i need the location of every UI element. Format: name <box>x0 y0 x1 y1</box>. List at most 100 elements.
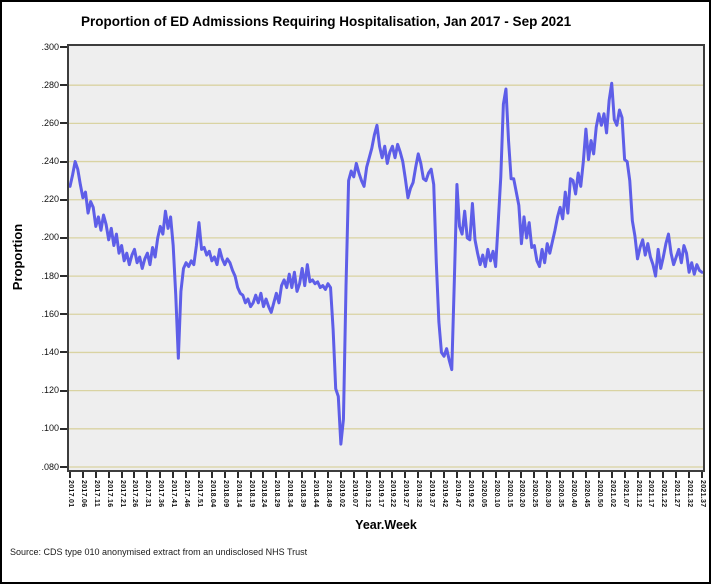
y-tick-mark <box>60 275 67 278</box>
x-axis-tick-label: 2018.14 <box>234 480 242 508</box>
x-axis-tick-label: 2019.22 <box>389 480 397 508</box>
x-tick-mark <box>701 472 703 478</box>
x-tick-mark <box>675 472 678 478</box>
line-chart <box>69 81 703 468</box>
x-tick-mark <box>223 472 226 478</box>
x-tick-mark <box>688 472 691 478</box>
x-axis-tick-label: 2019.07 <box>350 480 358 508</box>
x-tick-mark <box>494 472 497 478</box>
x-axis-tick-label: 2020.15 <box>505 480 513 508</box>
x-tick-mark <box>210 472 213 478</box>
x-tick-mark <box>301 472 304 478</box>
x-axis-title: Year.Week <box>355 518 417 532</box>
x-tick-mark <box>288 472 291 478</box>
y-tick-mark <box>60 427 67 430</box>
x-tick-mark <box>262 472 265 478</box>
x-axis-tick-label: 2020.20 <box>518 480 526 508</box>
y-axis-tick-label: .260 <box>41 117 59 128</box>
y-axis-tick-label: .200 <box>41 232 59 243</box>
x-axis-tick-label: 2021.17 <box>647 480 655 508</box>
x-tick-mark <box>146 472 149 478</box>
y-tick-mark <box>60 198 67 201</box>
x-tick-mark <box>468 472 471 478</box>
x-tick-mark <box>520 472 523 478</box>
x-axis-tick-label: 2020.35 <box>557 480 565 508</box>
x-axis-tick-label: 2019.02 <box>337 480 345 508</box>
y-axis-title: Proportion <box>10 223 25 291</box>
x-tick-mark <box>326 472 329 478</box>
x-tick-mark <box>572 472 575 478</box>
plot-area <box>67 44 705 472</box>
y-tick-mark <box>60 389 67 392</box>
y-axis-tick-label: .180 <box>41 270 59 281</box>
chart-title: Proportion of ED Admissions Requiring Ho… <box>81 14 572 29</box>
y-axis-tick-label: .100 <box>41 423 59 434</box>
x-axis-tick-label: 2021.32 <box>686 480 694 508</box>
x-axis-tick-label: 2018.29 <box>273 480 281 508</box>
y-axis-tick-label: .240 <box>41 156 59 167</box>
x-axis-tick-label: 2019.27 <box>402 480 410 508</box>
x-tick-mark <box>120 472 123 478</box>
y-tick-mark <box>60 46 67 48</box>
x-tick-mark <box>107 472 110 478</box>
x-tick-mark <box>455 472 458 478</box>
x-axis-tick-label: 2020.50 <box>595 480 603 508</box>
x-axis-tick-label: 2017.01 <box>67 480 74 508</box>
x-axis-tick-label: 2021.37 <box>699 480 706 508</box>
y-axis-tick-label: .160 <box>41 308 59 319</box>
x-tick-mark <box>391 472 394 478</box>
x-tick-mark <box>275 472 278 478</box>
x-tick-mark <box>378 472 381 478</box>
x-axis-tick-label: 2020.45 <box>582 480 590 508</box>
x-axis-tick-label: 2020.25 <box>531 480 539 508</box>
x-axis-tick-label: 2020.10 <box>492 480 500 508</box>
x-tick-mark <box>623 472 626 478</box>
y-tick-mark <box>60 160 67 163</box>
source-note: Source: CDS type 010 anonymised extract … <box>10 547 308 557</box>
y-axis-tick-label: .220 <box>41 194 59 205</box>
x-tick-mark <box>507 472 510 478</box>
x-tick-mark <box>314 472 317 478</box>
x-tick-mark <box>610 472 613 478</box>
series-line <box>69 81 703 446</box>
y-tick-mark <box>60 236 67 239</box>
x-axis-tick-label: 2017.06 <box>79 480 87 508</box>
x-tick-mark <box>339 472 342 478</box>
x-tick-mark <box>584 472 587 478</box>
x-tick-mark <box>69 472 71 478</box>
x-tick-mark <box>559 472 562 478</box>
x-axis-tick-label: 2018.44 <box>312 480 320 508</box>
x-axis-tick-label: 2019.17 <box>376 480 384 508</box>
x-axis-tick-label: 2017.46 <box>183 480 191 508</box>
x-tick-mark <box>636 472 639 478</box>
x-axis-tick-label: 2018.19 <box>247 480 255 508</box>
x-tick-mark <box>352 472 355 478</box>
x-axis-tick-label: 2018.34 <box>286 480 294 508</box>
x-axis-tick-label: 2019.52 <box>466 480 474 508</box>
x-axis-tick-label: 2018.49 <box>324 480 332 508</box>
x-axis-tick-label: 2019.37 <box>428 480 436 508</box>
y-axis-tick-label: .120 <box>41 385 59 396</box>
x-tick-mark <box>236 472 239 478</box>
x-axis-tick-label: 2018.04 <box>208 480 216 508</box>
x-axis-tick-label: 2019.32 <box>415 480 423 508</box>
x-tick-mark <box>133 472 136 478</box>
x-tick-mark <box>417 472 420 478</box>
x-axis-tick-label: 2017.11 <box>92 480 100 508</box>
x-axis-tick-label: 2017.26 <box>131 480 139 508</box>
x-tick-mark <box>249 472 252 478</box>
x-axis-tick-label: 2020.40 <box>570 480 578 508</box>
y-axis-tick-label: .140 <box>41 346 59 357</box>
x-tick-mark <box>649 472 652 478</box>
y-axis-tick-label: .300 <box>41 41 59 52</box>
x-axis-tick-label: 2019.47 <box>453 480 461 508</box>
x-tick-mark <box>197 472 200 478</box>
x-tick-mark <box>533 472 536 478</box>
x-tick-mark <box>443 472 446 478</box>
y-tick-mark <box>60 466 67 468</box>
x-axis-tick-label: 2020.30 <box>544 480 552 508</box>
x-axis-tick-label: 2018.09 <box>221 480 229 508</box>
x-axis-tick-label: 2017.36 <box>157 480 165 508</box>
x-axis-tick-label: 2017.16 <box>105 480 113 508</box>
